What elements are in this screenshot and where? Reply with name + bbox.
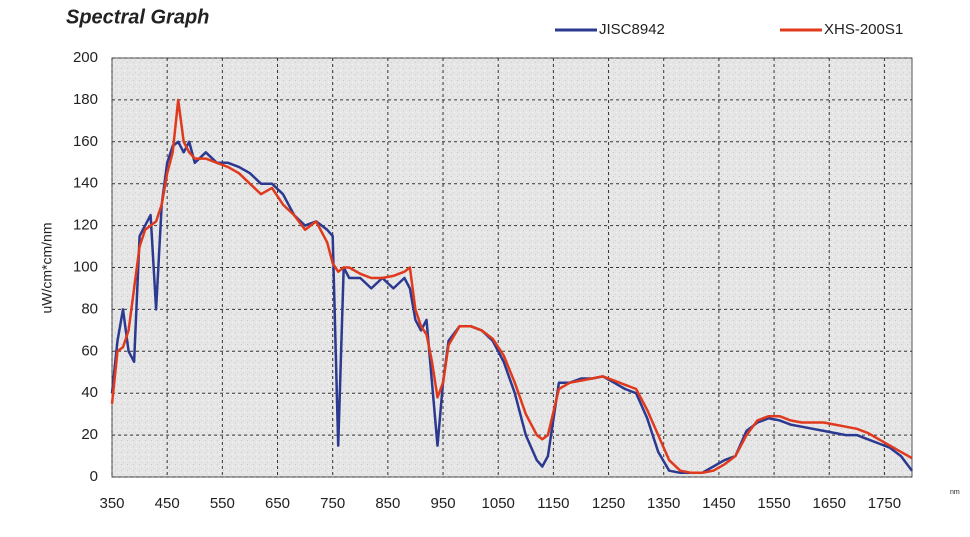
x-tick-label: 1150	[537, 495, 569, 512]
x-tick-label: 1050	[482, 495, 515, 512]
series-line	[110, 98, 913, 475]
x-tick-label: 650	[265, 495, 290, 512]
chart-title: Spectral Graph	[66, 6, 209, 28]
y-tick-label: 100	[73, 258, 98, 275]
y-tick-label: 140	[73, 175, 98, 192]
y-axis-label: uW/cm*cm/nm	[39, 223, 55, 314]
x-tick-label: 1650	[813, 495, 846, 512]
y-tick-label: 80	[81, 300, 98, 317]
x-tick-label: 1550	[757, 495, 790, 512]
x-tick-label: 1250	[592, 495, 625, 512]
x-tick-label: 350	[99, 495, 124, 512]
y-tick-label: 160	[73, 133, 98, 150]
x-tick-label: 1750	[868, 495, 901, 512]
y-tick-label: 180	[73, 91, 98, 108]
x-tick-label: 950	[431, 495, 456, 512]
y-tick-label: 40	[81, 384, 98, 401]
x-tick-label: 1350	[647, 495, 680, 512]
x-tick-label: 450	[155, 495, 180, 512]
y-tick-label: 0	[90, 468, 98, 485]
y-tick-label: 20	[81, 426, 98, 443]
x-tick-label: 750	[320, 495, 345, 512]
legend-label: XHS-200S1	[824, 21, 903, 38]
x-tick-label: 850	[375, 495, 400, 512]
y-tick-label: 60	[81, 342, 98, 359]
x-tick-label: 1450	[702, 495, 735, 512]
y-tick-label: 200	[73, 49, 98, 66]
y-tick-label: 120	[73, 217, 98, 234]
legend-label: JISC8942	[599, 21, 665, 38]
x-axis-label: nm	[950, 489, 960, 496]
x-tick-label: 550	[210, 495, 235, 512]
